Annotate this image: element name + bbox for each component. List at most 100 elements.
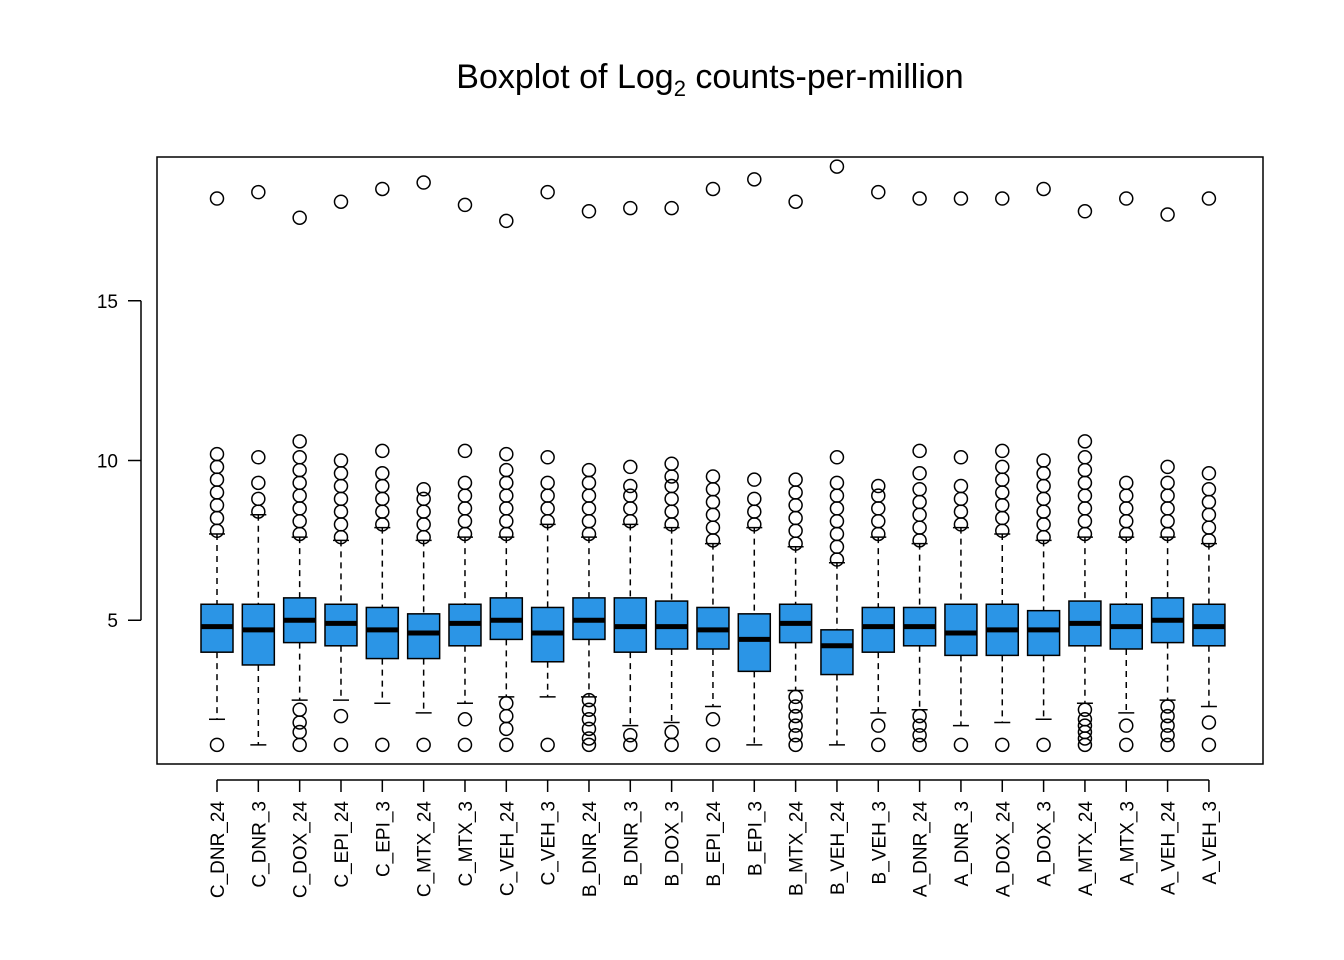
outlier-point	[333, 708, 349, 724]
outlier-point	[1119, 718, 1134, 733]
y-tick-label: 10	[97, 452, 118, 473]
outlier-point	[499, 513, 514, 529]
outlier-point	[1160, 737, 1175, 753]
outlier-point	[581, 712, 597, 727]
box-group	[613, 200, 648, 753]
outlier-point	[251, 184, 266, 200]
outlier-point	[829, 488, 845, 503]
outlier-point	[788, 485, 803, 500]
x-axis: C_DNR_24 C_DNR_3 C_DOX_24 C_EPI_24 C_EPI_3 C_…	[208, 779, 1221, 899]
outlier-point	[292, 501, 307, 516]
outlier-point	[1077, 450, 1093, 465]
outlier-point	[333, 478, 349, 494]
outlier-point	[1201, 482, 1217, 497]
outlier-point	[416, 737, 431, 753]
x-tick-label: A_MTX_24	[1076, 801, 1097, 896]
x-tick-label: C_EPI_3	[373, 801, 394, 877]
outlier-point	[416, 482, 431, 497]
outlier-point	[333, 453, 349, 468]
outlier-point	[499, 488, 514, 503]
x-tick-label: C_DOX_24	[291, 801, 312, 899]
outlier-point	[1077, 737, 1093, 753]
outlier-point	[540, 737, 555, 753]
outlier-point	[209, 510, 225, 526]
x-tick-label: A_VEH_24	[1159, 801, 1180, 895]
outlier-point	[664, 478, 679, 494]
box-group	[489, 213, 524, 753]
outlier-point	[251, 491, 266, 507]
outlier-point	[623, 501, 638, 516]
outlier-point	[664, 200, 679, 216]
x-tick-label: C_DNR_3	[249, 801, 270, 888]
outlier-point	[788, 523, 803, 539]
outlier-point	[375, 443, 390, 459]
box-group	[406, 175, 441, 753]
outlier-point	[292, 450, 307, 465]
outlier-point	[829, 513, 845, 529]
outlier-point	[995, 497, 1010, 513]
outlier-point	[912, 718, 927, 733]
outlier-point	[581, 513, 597, 529]
outlier-point	[499, 446, 514, 462]
outlier-point	[912, 737, 927, 753]
outlier-point	[912, 520, 927, 535]
outlier-point	[953, 450, 969, 465]
x-tick-label: B_EPI_3	[745, 801, 766, 876]
outlier-point	[829, 475, 845, 491]
outlier-point	[209, 459, 225, 475]
outlier-point	[1201, 737, 1217, 753]
x-tick-label: B_DNR_24	[580, 801, 601, 898]
outlier-point	[292, 513, 307, 529]
x-tick-label: C_MTX_24	[415, 801, 436, 898]
outlier-point	[1160, 727, 1175, 743]
box	[820, 629, 854, 676]
x-tick-label: B_VEH_3	[869, 801, 890, 884]
outlier-point	[829, 159, 845, 174]
box-group	[572, 204, 606, 753]
outlier-point	[209, 497, 225, 513]
outlier-point	[416, 504, 431, 519]
outlier-point	[912, 466, 927, 481]
outlier-point	[457, 737, 473, 753]
chart-title-subscript: 2	[674, 76, 686, 101]
outlier-point	[1036, 491, 1051, 507]
outlier-point	[209, 446, 225, 462]
outlier-point	[499, 462, 514, 478]
outlier-point	[995, 510, 1010, 526]
outlier-point	[457, 712, 473, 727]
outlier-point	[292, 702, 307, 717]
outlier-point	[953, 478, 969, 494]
outlier-point	[1119, 488, 1134, 503]
outlier-point	[1036, 466, 1051, 481]
x-tick-label: C_MTX_3	[456, 801, 477, 887]
outlier-point	[1077, 462, 1093, 478]
outlier-point	[995, 459, 1010, 475]
outlier-point	[540, 450, 555, 465]
outlier-point	[292, 475, 307, 491]
outlier-point	[499, 696, 514, 711]
box-group	[820, 159, 854, 746]
outlier-point	[333, 517, 349, 532]
outlier-point	[953, 737, 969, 753]
outlier-point	[664, 469, 679, 484]
outlier-point	[995, 737, 1010, 753]
outlier-point	[333, 194, 349, 209]
outlier-point	[705, 712, 721, 727]
outlier-point	[995, 191, 1010, 206]
box-group	[1192, 191, 1226, 753]
outlier-point	[292, 462, 307, 478]
box-group	[654, 200, 689, 753]
outlier-point	[912, 727, 927, 743]
outlier-point	[581, 501, 597, 516]
outlier-point	[581, 721, 597, 737]
outlier-point	[457, 197, 473, 213]
outlier-point	[1201, 715, 1217, 730]
outlier-point	[1201, 191, 1217, 206]
outlier-point	[375, 737, 390, 753]
outlier-point	[747, 472, 762, 487]
outlier-point	[581, 475, 597, 491]
outlier-point	[788, 727, 803, 743]
outlier-point	[251, 475, 266, 491]
outlier-point	[1160, 488, 1175, 503]
